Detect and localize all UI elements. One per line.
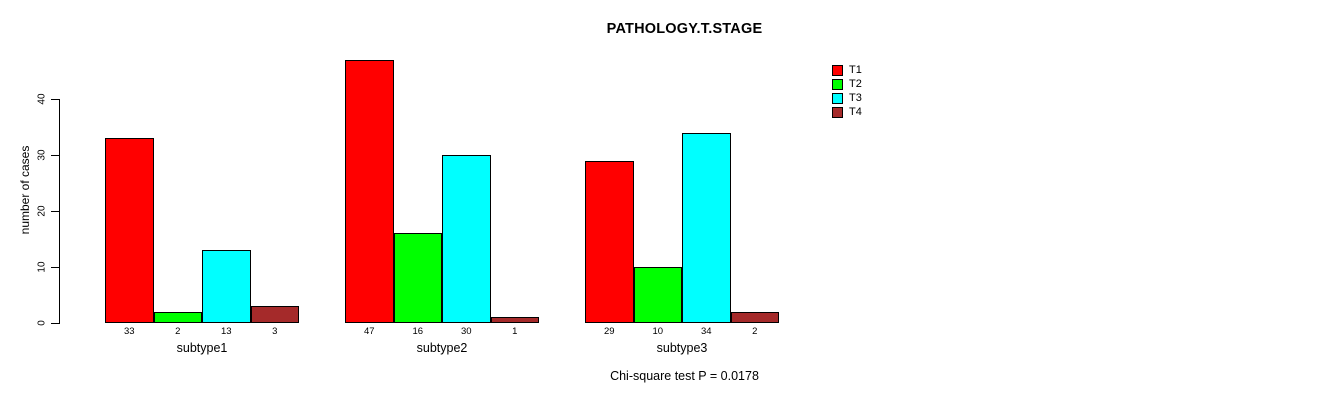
y-tick-label: 40 [36, 93, 48, 105]
y-tick-label: 0 [36, 320, 48, 326]
legend-item-t1: T1 [832, 64, 912, 78]
y-tick-label: 30 [36, 149, 48, 161]
bar-value-label: 2 [752, 326, 758, 337]
category-label-subtype1: subtype1 [176, 341, 228, 355]
y-tick-label: 10 [36, 261, 48, 273]
y-axis-tick [51, 99, 59, 100]
legend-swatch-t1 [832, 65, 843, 76]
y-axis-line [59, 99, 60, 324]
legend-swatch-t3 [832, 93, 843, 104]
y-axis-tick [51, 211, 59, 212]
bar-value-label: 10 [652, 326, 664, 337]
bar-t1-subtype1 [105, 138, 154, 323]
bar-value-label: 16 [412, 326, 424, 337]
bar-value-label: 13 [220, 326, 232, 337]
bar-value-label: 2 [175, 326, 181, 337]
bar-t4-subtype3 [730, 311, 779, 323]
bar-value-label: 34 [700, 326, 712, 337]
bar-t2-subtype3 [633, 267, 682, 323]
legend-swatch-t2 [832, 79, 843, 90]
bar-t1-subtype3 [585, 160, 634, 323]
bar-value-label: 33 [123, 326, 135, 337]
bar-value-label: 30 [460, 326, 472, 337]
annotation-chi-square: Chi-square test P = 0.0178 [610, 369, 759, 383]
y-tick-label: 20 [36, 205, 48, 217]
bar-value-label: 1 [512, 326, 518, 337]
legend-label: T2 [849, 78, 862, 90]
chart-title: PATHOLOGY.T.STAGE [606, 21, 763, 37]
legend-label: T4 [849, 106, 862, 118]
y-axis-tick [51, 323, 59, 324]
bar-t2-subtype1 [153, 311, 202, 323]
bar-t2-subtype2 [393, 233, 442, 323]
bar-t4-subtype2 [490, 317, 539, 323]
bar-t3-subtype3 [682, 132, 731, 323]
bar-value-label: 3 [272, 326, 278, 337]
legend-label: T1 [849, 64, 862, 76]
bar-t3-subtype1 [202, 250, 251, 323]
category-label-subtype3: subtype3 [656, 341, 708, 355]
bar-t4-subtype1 [250, 306, 299, 323]
legend-item-t2: T2 [832, 78, 912, 92]
legend-item-t3: T3 [832, 92, 912, 106]
legend-item-t4: T4 [832, 106, 912, 120]
category-label-subtype2: subtype2 [416, 341, 468, 355]
legend-swatch-t4 [832, 107, 843, 118]
bar-value-label: 47 [363, 326, 375, 337]
bar-value-label: 29 [603, 326, 615, 337]
bar-t1-subtype2 [345, 59, 394, 323]
legend-label: T3 [849, 92, 862, 104]
bar-t3-subtype2 [442, 155, 491, 323]
y-axis-tick [51, 267, 59, 268]
y-axis-tick [51, 155, 59, 156]
